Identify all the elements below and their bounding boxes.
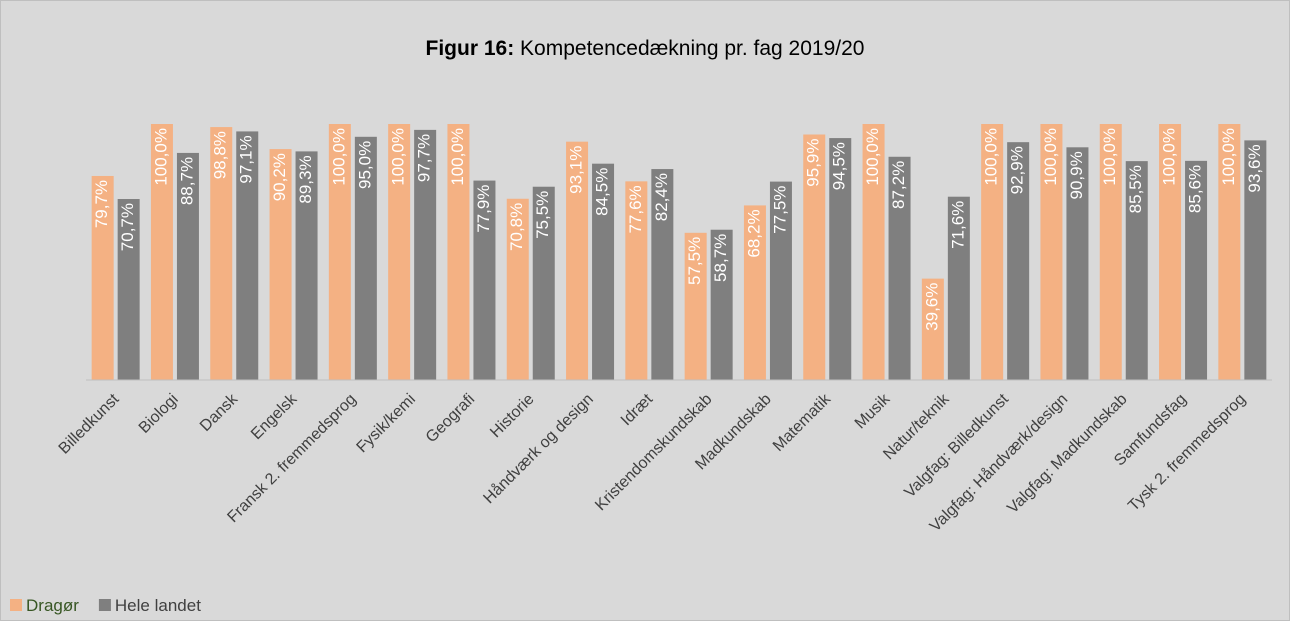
bar [684, 232, 707, 380]
legend-label: Hele landet [115, 596, 201, 615]
value-label: 75,5% [533, 191, 552, 239]
value-label: 95,0% [355, 141, 374, 189]
title-label: Figur 16: [426, 37, 515, 60]
bar [1218, 124, 1241, 380]
value-label: 100,0% [1219, 128, 1238, 186]
bar [1066, 147, 1089, 380]
bar [1040, 124, 1063, 380]
bar [388, 124, 411, 380]
bar [1007, 142, 1030, 380]
value-label: 90,9% [1067, 151, 1086, 199]
value-label: 68,2% [744, 209, 763, 257]
value-label: 85,6% [1186, 165, 1205, 213]
legend-swatch [10, 599, 22, 611]
value-label: 85,5% [1126, 165, 1145, 213]
bar [592, 163, 615, 380]
value-label: 95,9% [804, 138, 823, 186]
bar [710, 229, 733, 380]
value-label: 57,5% [685, 237, 704, 285]
value-label: 39,6% [922, 283, 941, 331]
value-label: 87,2% [889, 161, 908, 209]
value-label: 100,0% [329, 128, 348, 186]
bar [473, 180, 496, 380]
bar [150, 124, 173, 380]
value-label: 93,6% [1245, 144, 1264, 192]
bar [981, 124, 1004, 380]
value-label: 89,3% [296, 155, 315, 203]
chart-title: Kompetencedækning pr. fag 2019/20 [520, 37, 864, 60]
value-label: 100,0% [1041, 128, 1060, 186]
bar [532, 186, 555, 380]
bar [829, 138, 852, 380]
bar [91, 175, 114, 380]
value-label: 100,0% [1100, 128, 1119, 186]
value-label: 97,1% [237, 135, 256, 183]
value-label: 100,0% [448, 128, 467, 186]
value-label: 58,7% [711, 234, 730, 282]
value-label: 77,9% [474, 185, 493, 233]
bar [295, 151, 318, 380]
bar [328, 124, 351, 380]
bar [651, 169, 674, 380]
bar [1125, 161, 1148, 380]
value-label: 93,1% [567, 146, 586, 194]
bar [803, 134, 826, 380]
legend-label: Dragør [26, 596, 79, 615]
bar [947, 196, 970, 380]
value-label: 98,8% [211, 131, 230, 179]
value-label: 97,7% [415, 134, 434, 182]
bar [1185, 160, 1208, 380]
bar [210, 127, 233, 381]
bar [862, 124, 885, 380]
value-label: 84,5% [593, 168, 612, 216]
chart-title-group: Figur 16: Kompetencedækning pr. fag 2019… [426, 37, 865, 60]
value-label: 71,6% [948, 201, 967, 249]
value-label: 92,9% [1008, 146, 1027, 194]
value-label: 77,5% [770, 186, 789, 234]
bar [1159, 124, 1182, 380]
bar [625, 181, 648, 380]
bar [1244, 140, 1267, 380]
bar [769, 181, 792, 380]
value-label: 70,8% [507, 203, 526, 251]
bar [506, 198, 529, 380]
bar [566, 141, 589, 380]
bar [354, 136, 377, 380]
bar [447, 124, 470, 380]
value-label: 88,7% [177, 157, 196, 205]
value-label: 79,7% [92, 180, 111, 228]
value-label: 70,7% [118, 203, 137, 251]
value-label: 100,0% [151, 128, 170, 186]
bar [117, 199, 140, 380]
bar [269, 149, 292, 380]
bar [888, 156, 911, 380]
bar [921, 278, 944, 380]
value-label: 100,0% [389, 128, 408, 186]
bar [414, 129, 437, 380]
legend-swatch [98, 599, 111, 611]
value-label: 82,4% [652, 173, 671, 221]
value-label: 90,2% [270, 153, 289, 201]
bar [236, 131, 259, 380]
value-label: 77,6% [626, 185, 645, 233]
value-label: 100,0% [982, 128, 1001, 186]
value-label: 94,5% [830, 142, 849, 190]
bar [1099, 124, 1122, 380]
value-label: 100,0% [1160, 128, 1179, 186]
bar [176, 152, 199, 380]
bar [743, 205, 766, 380]
value-label: 100,0% [863, 128, 882, 186]
